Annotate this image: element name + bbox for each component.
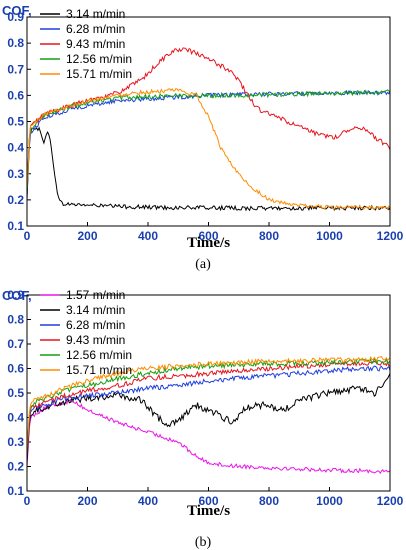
legend-label: 3.14 m/min [66,7,125,21]
series-group [27,47,390,212]
x-tick-label: 0 [24,494,31,508]
x-axis-label: Time/s [187,235,230,251]
y-tick-label: 0.6 [7,88,24,102]
series-group [27,355,390,475]
y-tick-label: 0.9 [7,10,24,24]
y-tick-label: 0.8 [7,36,24,50]
x-tick-label: 800 [259,494,279,508]
y-tick-label: 0.1 [7,484,24,498]
legend-label: 1.57 m/min [66,288,125,302]
legend-label: 3.14 m/min [66,303,125,317]
series-line [27,355,390,450]
legend-label: 9.43 m/min [66,37,125,51]
series-line [27,89,390,195]
legend-label: 6.28 m/min [66,22,125,36]
panel-b-label: (b) [195,535,212,550]
legend-label: 12.56 m/min [66,348,132,362]
y-axis-label: COF, [2,3,32,18]
chart-panel-b: 0.1 0.2 0.3 0.4 0.5 0.6 0.7 0.8 0.9 0 200 400 600 800… [2,288,404,519]
series-line [27,365,390,457]
y-tick-label: 0.5 [7,115,24,129]
legend-label: 6.28 m/min [66,318,125,332]
series-line [27,126,390,212]
plot-frame [26,294,391,492]
x-tick-label: 1000 [316,494,343,508]
x-tick-label: 0 [24,229,31,243]
y-tick-label: 0.8 [7,313,24,327]
y-tick-label: 0.7 [7,62,24,76]
y-tick-label: 0.3 [7,435,24,449]
series-line [27,88,390,211]
legend-label: 9.43 m/min [66,333,125,347]
x-tick-label: 1000 [316,229,343,243]
x-tick-label: 1200 [377,229,404,243]
y-tick-label: 0.4 [7,411,24,425]
y-tick-label: 0.5 [7,386,24,400]
y-tick-label: 0.4 [7,141,24,155]
series-line [27,357,390,452]
legend-label: 15.71 m/min [66,363,132,377]
y-tick-label: 0.9 [7,288,24,302]
x-tick-label: 800 [259,229,279,243]
x-tick-label: 600 [198,229,218,243]
x-tick-label: 200 [77,494,97,508]
series-line [27,360,390,457]
y-tick-label: 0.3 [7,167,24,181]
chart-panel-a: 0.1 0.2 0.3 0.4 0.5 0.6 0.7 0.8 0.9 0 200 400 600 800… [2,3,404,251]
y-tick-label: 0.2 [7,460,24,474]
x-tick-label: 600 [198,494,218,508]
x-tick-label: 400 [138,494,158,508]
y-tick-label: 0.2 [7,193,24,207]
y-axis-label: COF, [2,288,32,303]
x-tick-label: 400 [138,229,158,243]
series-line [27,89,390,195]
y-tick-label: 0.1 [7,219,24,233]
legend-label: 12.56 m/min [66,52,132,66]
x-axis-label: Time/s [187,503,230,519]
legend-label: 15.71 m/min [66,67,132,81]
panel-a-label: (a) [195,257,211,272]
plot-frame [26,16,391,227]
x-tick-label: 200 [77,229,97,243]
series-line [27,373,390,462]
series-line [27,398,390,475]
x-tick-label: 1200 [377,494,404,508]
y-tick-label: 0.7 [7,337,24,351]
y-tick-label: 0.6 [7,362,24,376]
